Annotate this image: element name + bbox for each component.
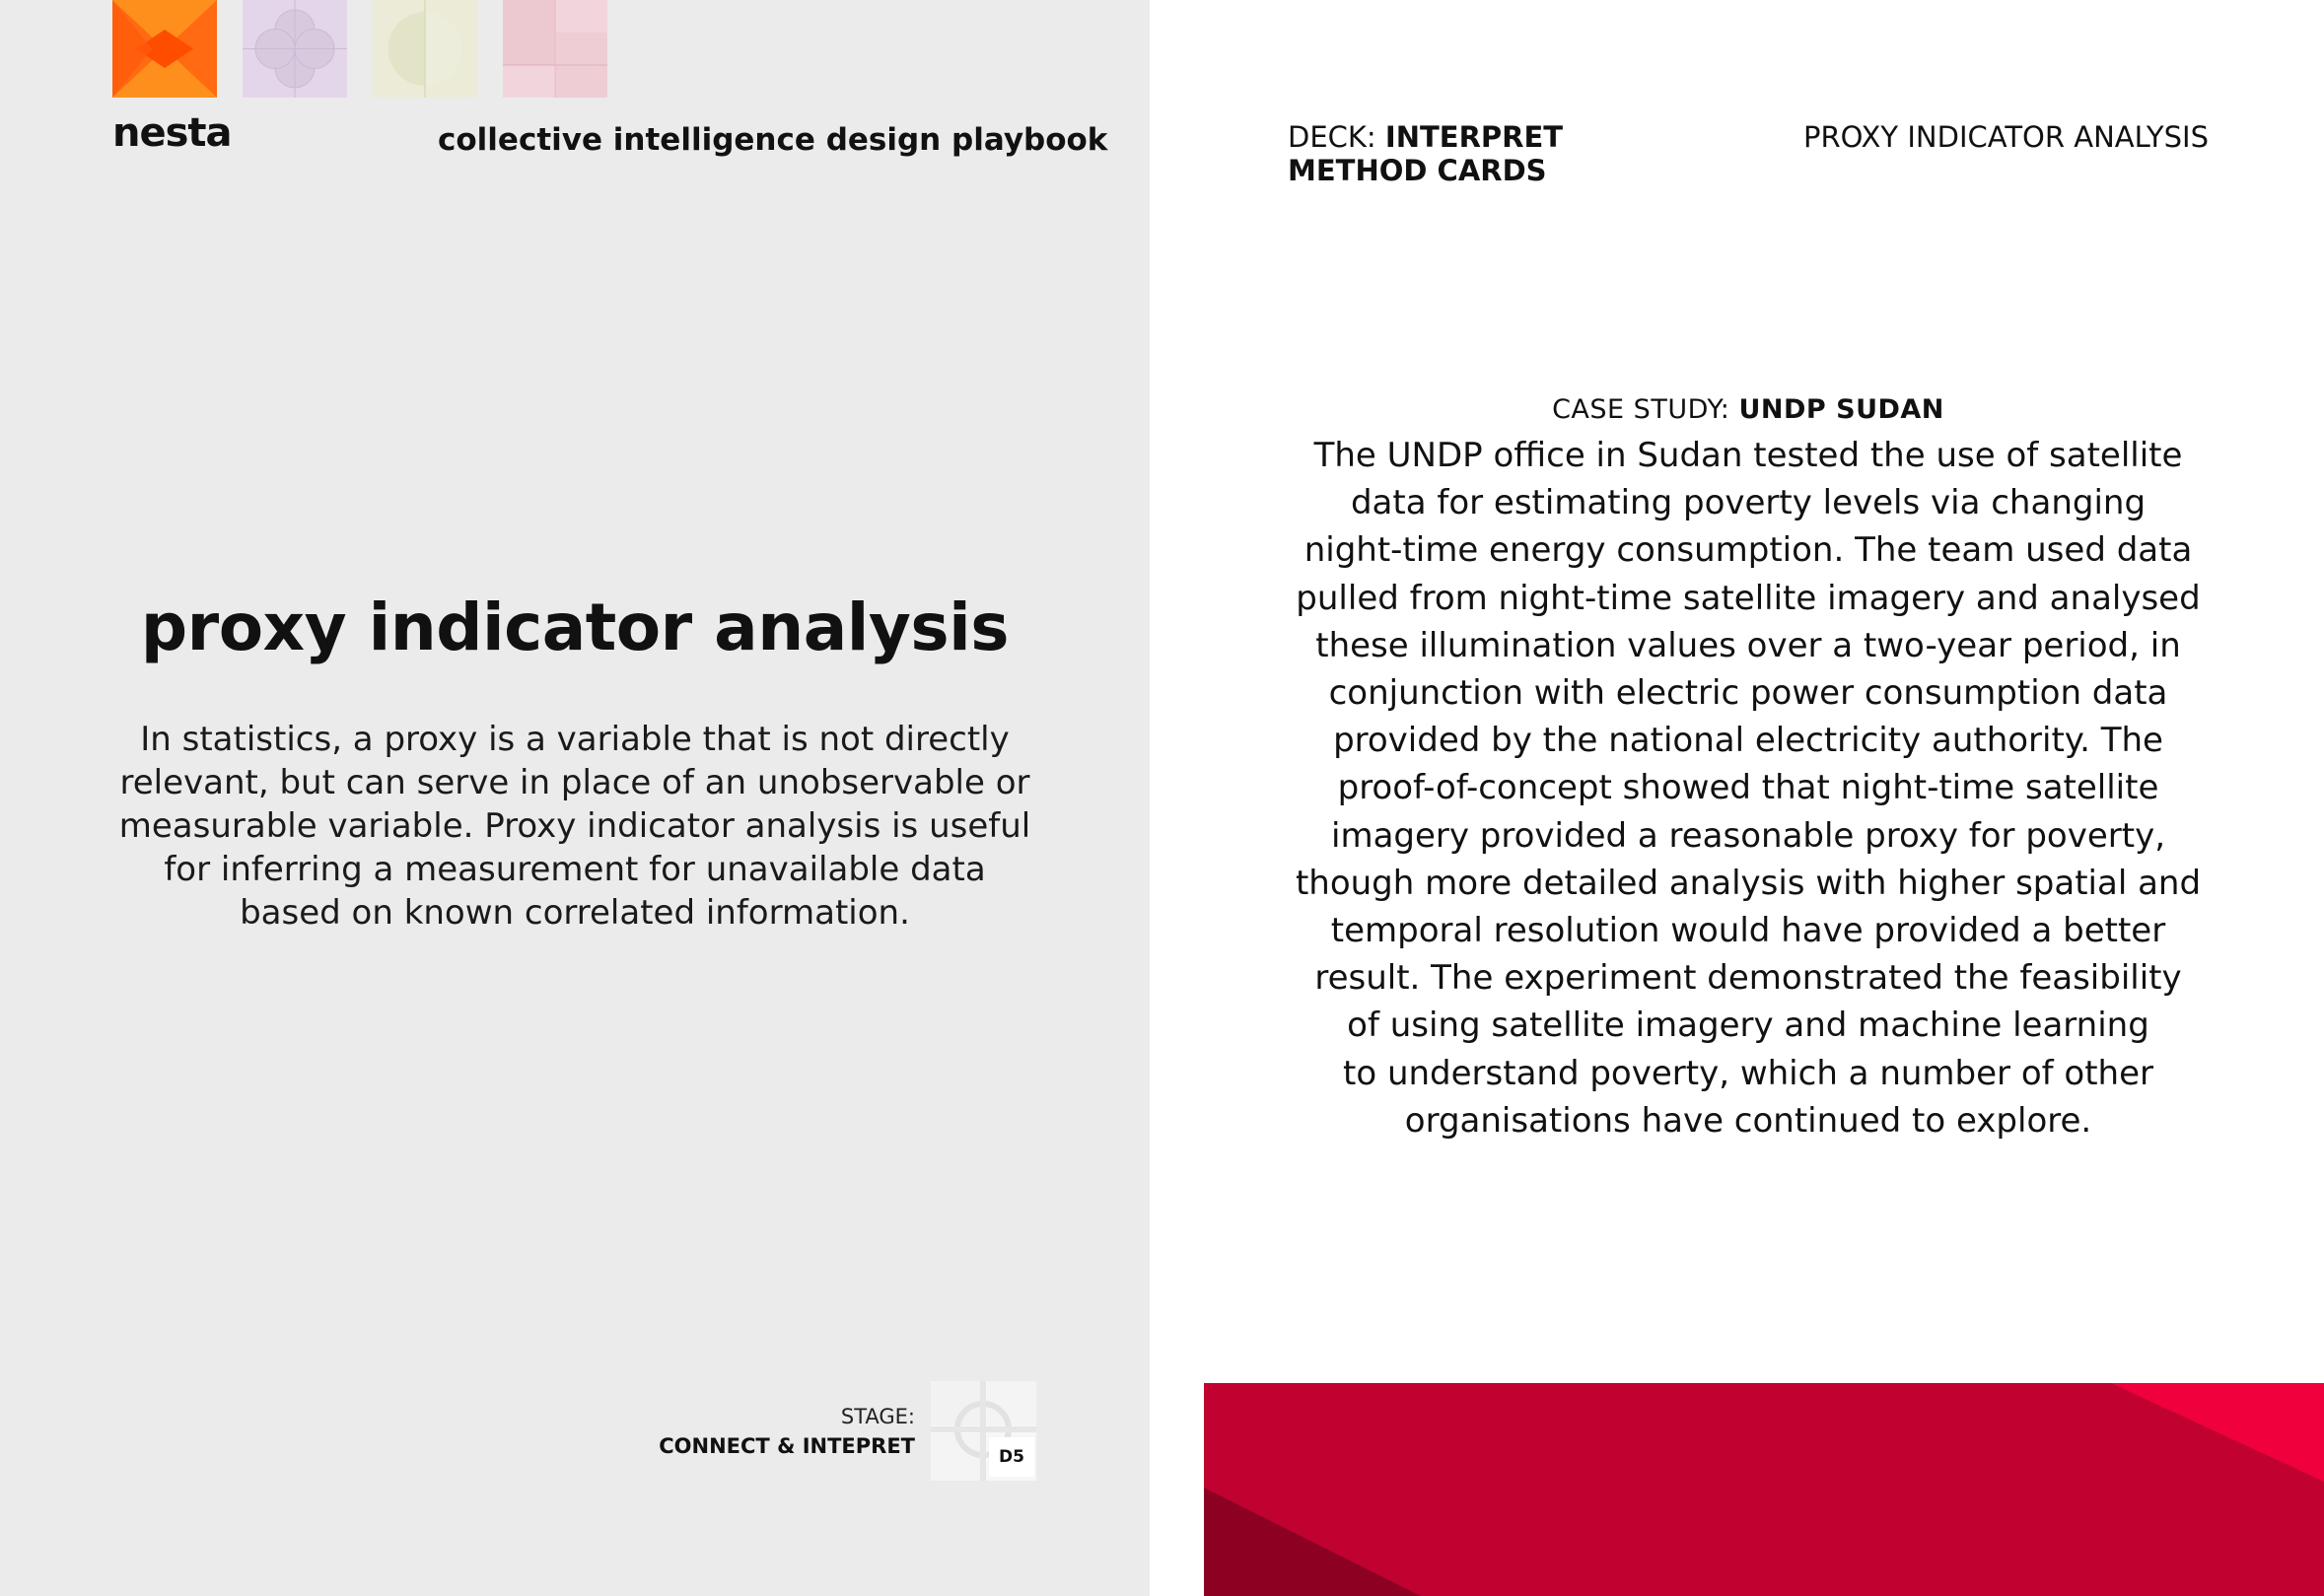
case-study-line: proof-of-concept showed that night-time …: [1337, 768, 2159, 808]
stage-label: STAGE:: [840, 1405, 915, 1428]
method-title: proxy indicator analysis: [140, 590, 1010, 665]
pink-squares-icon: [503, 0, 607, 98]
stage-crosshair-icon: [931, 1381, 1036, 1481]
card-code: D5: [989, 1437, 1034, 1477]
case-study-line: conjunction with electric power consumpt…: [1328, 673, 2168, 714]
case-study-line: to understand poverty, which a number of…: [1343, 1053, 2153, 1093]
case-study-line: data for estimating poverty levels via c…: [1350, 483, 2147, 523]
case-study-heading: CASE STUDY: UNDP SUDAN: [1288, 394, 2209, 425]
lavender-circles-icon: [243, 0, 347, 98]
case-study-text: The UNDP office in Sudan tested the use …: [1288, 432, 2209, 1145]
case-study-line: pulled from night-time satellite imagery…: [1296, 578, 2201, 618]
deck-name: INTERPRET: [1384, 120, 1564, 154]
intro-line: relevant, but can serve in place of an u…: [119, 763, 1030, 802]
case-study-line: imagery provided a reasonable proxy for …: [1331, 815, 2165, 856]
method-card-front: nesta collective intelligence design pla…: [0, 0, 1150, 1596]
intro-line: for inferring a measurement for unavaila…: [164, 850, 986, 889]
cream-half-circle-icon: [373, 0, 477, 98]
case-study-line: The UNDP office in Sudan tested the use …: [1313, 436, 2183, 475]
case-study-line: result. The experiment demonstrated the …: [1314, 958, 2182, 999]
intro-line: measurable variable. Proxy indicator ana…: [118, 806, 1031, 846]
case-study-line: night-time energy consumption. The team …: [1303, 530, 2193, 571]
intro-line: In statistics, a proxy is a variable tha…: [140, 720, 1010, 759]
case-study-line: these illumination values over a two-yea…: [1315, 625, 2181, 665]
case-study-line: though more detailed analysis with highe…: [1295, 863, 2202, 903]
case-study-name: UNDP SUDAN: [1738, 394, 1944, 425]
orange-bowtie-icon: [112, 0, 217, 98]
case-study-line: provided by the national electricity aut…: [1333, 721, 2163, 761]
nesta-logo: nesta: [112, 110, 233, 156]
case-study-line: of using satellite imagery and machine l…: [1347, 1006, 2149, 1046]
case-study-line: organisations have continued to explore.: [1404, 1100, 2092, 1141]
playbook-title: collective intelligence design playbook: [438, 122, 1108, 158]
deck-name-line2: METHOD CARDS: [1288, 154, 1547, 187]
intro-line: based on known correlated information.: [240, 893, 910, 933]
deck-color-banner: [1204, 1383, 2324, 1596]
case-study-line: temporal resolution would have provided …: [1330, 911, 2166, 951]
deck-label: DECK: INTERPRET METHOD CARDS: [1288, 120, 1563, 187]
case-study-prefix: CASE STUDY:: [1552, 394, 1730, 425]
method-intro: In statistics, a proxy is a variable tha…: [108, 718, 1041, 935]
stage-value: CONNECT & INTEPRET: [659, 1434, 915, 1458]
deck-prefix: DECK:: [1288, 120, 1376, 154]
method-name-header: PROXY INDICATOR ANALYSIS: [1802, 120, 2209, 154]
